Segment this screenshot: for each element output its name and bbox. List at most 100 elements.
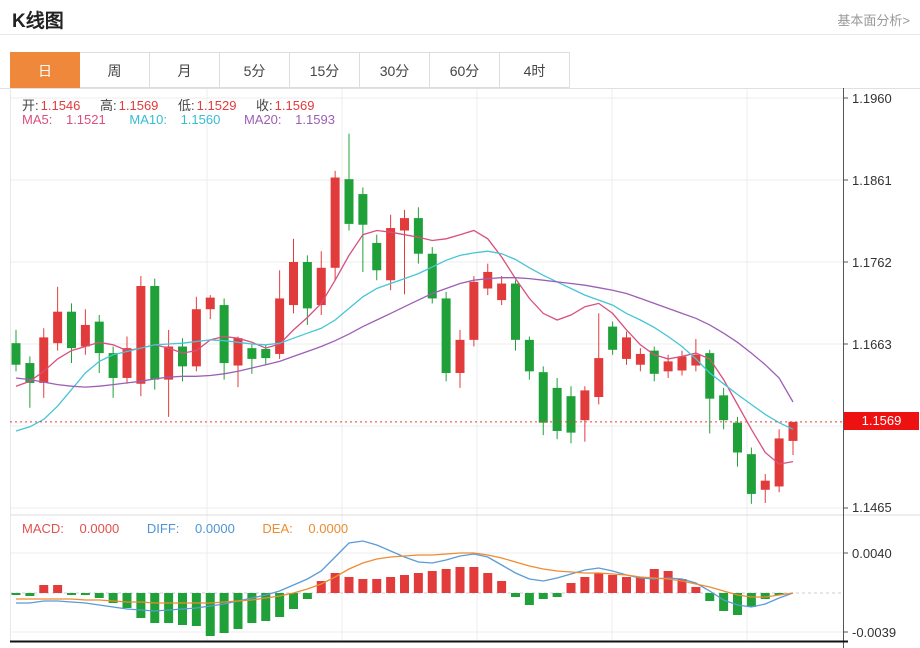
candle-body	[108, 353, 118, 378]
tab-4时[interactable]: 4时	[500, 52, 570, 88]
candle-body	[455, 339, 465, 373]
candle-body	[386, 228, 396, 281]
macd-bar	[760, 593, 770, 599]
candle-body	[219, 305, 229, 364]
candle-body	[580, 390, 590, 421]
tab-30分[interactable]: 30分	[360, 52, 430, 88]
macd-bar	[53, 585, 63, 593]
candle-body	[441, 298, 451, 373]
macd-bar	[164, 593, 174, 623]
candle-body	[178, 346, 187, 367]
low-value: 1.1529	[196, 98, 237, 113]
candle-body	[11, 343, 21, 365]
candle-body	[358, 194, 368, 225]
title-divider	[0, 34, 920, 35]
candle-body	[150, 286, 160, 380]
candle-body	[80, 324, 90, 347]
macd-bar	[497, 581, 507, 593]
candle-body	[94, 321, 104, 354]
macd-bar	[746, 593, 756, 607]
candle-body	[372, 242, 382, 271]
macd-axis-min-label: -0.0039	[852, 625, 897, 640]
macd-bar	[122, 593, 132, 608]
macd-bar	[413, 573, 423, 593]
low-label: 低:	[178, 98, 195, 113]
candle-body	[400, 218, 409, 231]
candle-body	[719, 395, 729, 421]
macd-bar	[261, 593, 271, 621]
tab-日[interactable]: 日	[10, 52, 80, 88]
macd-bar	[136, 593, 146, 618]
macd-bar	[774, 593, 784, 595]
macd-bar	[275, 593, 285, 617]
close-label: 收:	[256, 98, 273, 113]
high-label: 高:	[100, 98, 117, 113]
macd-bar	[289, 593, 298, 609]
tab-月[interactable]: 月	[150, 52, 220, 88]
candle-body	[164, 346, 174, 380]
price-axis-label: 1.1663	[852, 337, 892, 352]
dea-label: DEA:	[262, 521, 293, 536]
candle-body	[594, 358, 604, 398]
macd-bar	[191, 593, 201, 626]
tab-60分[interactable]: 60分	[430, 52, 500, 88]
tab-周[interactable]: 周	[80, 52, 150, 88]
kline-chart[interactable]	[0, 88, 920, 648]
macd-bar	[649, 569, 659, 593]
current-price-badge: 1.1569	[844, 412, 919, 430]
tab-5分[interactable]: 5分	[220, 52, 290, 88]
ma5-value: 1.1521	[65, 112, 106, 127]
candle-body	[122, 348, 132, 378]
candle-body	[53, 311, 63, 344]
macd-bar	[344, 577, 354, 593]
candle-body	[483, 271, 493, 289]
candle-body	[774, 438, 784, 487]
candle-body	[413, 218, 423, 254]
macd-legend: MACD: 0.0000 DIFF: 0.0000 DEA: 0.0000	[22, 521, 372, 536]
candle-body	[746, 454, 756, 494]
candle-body	[608, 326, 618, 350]
candle-body	[760, 480, 770, 490]
macd-bar	[150, 593, 160, 623]
candle-body	[733, 422, 742, 453]
dea-line	[16, 552, 794, 604]
macd-bar	[80, 593, 90, 595]
fundamental-analysis-link[interactable]: 基本面分析>	[837, 13, 910, 28]
price-axis-label: 1.1960	[852, 91, 892, 106]
candle-body	[39, 337, 49, 383]
candle-body	[469, 281, 479, 340]
macd-bar	[594, 573, 604, 593]
macd-bar	[247, 593, 257, 623]
timeframe-tabs: 日周月 5分 15分 30分 60分 4时	[10, 52, 570, 88]
candle-body	[663, 361, 673, 372]
ma10-label: MA10:	[129, 112, 167, 127]
candle-body	[191, 309, 201, 367]
macd-bar	[733, 593, 742, 615]
candle-body	[538, 372, 548, 423]
macd-bar	[483, 573, 493, 593]
candle-body	[344, 179, 354, 224]
candle-body	[635, 353, 645, 365]
ma20-value: 1.1593	[295, 112, 335, 127]
macd-bar	[330, 573, 340, 593]
tab-15分[interactable]: 15分	[290, 52, 360, 88]
macd-bar	[677, 579, 687, 593]
candle-body	[649, 350, 659, 374]
ma-legend: MA5: 1.1521 MA10: 1.1560 MA20: 1.1593	[22, 112, 355, 127]
price-axis-label: 1.1762	[852, 255, 892, 270]
price-axis-label: 1.1861	[852, 173, 892, 188]
candle-body	[289, 262, 298, 306]
candle-body	[205, 297, 215, 310]
candle-body	[622, 337, 631, 359]
candle-body	[233, 338, 243, 366]
candle-body	[136, 286, 146, 384]
candle-body	[552, 387, 562, 431]
macd-bar	[635, 577, 645, 593]
ma10-line	[15, 250, 794, 432]
open-value: 1.1546	[40, 98, 81, 113]
high-value: 1.1569	[118, 98, 159, 113]
macd-bar	[358, 579, 368, 593]
macd-value: 0.0000	[79, 521, 120, 536]
macd-bar	[316, 581, 326, 593]
candle-body	[566, 396, 576, 433]
